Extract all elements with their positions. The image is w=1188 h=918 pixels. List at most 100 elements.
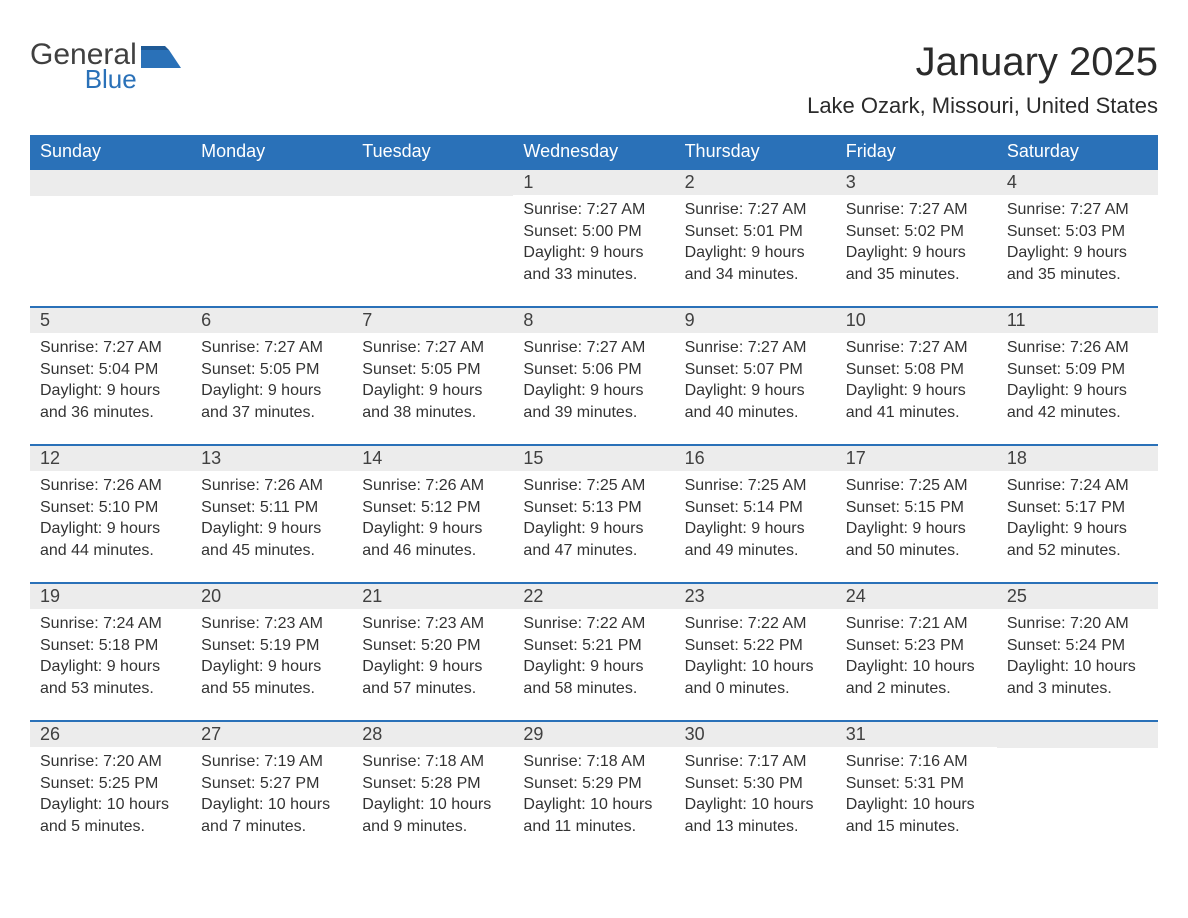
calendar-day-cell: 9 Sunrise: 7:27 AMSunset: 5:07 PMDaylight… [675, 307, 836, 445]
day-number: 1 [513, 170, 674, 195]
day-details: Sunrise: 7:20 AMSunset: 5:25 PMDaylight:… [30, 747, 191, 841]
day-detail-line: Sunrise: 7:25 AM [523, 475, 664, 497]
day-detail-line: Sunrise: 7:27 AM [523, 199, 664, 221]
day-detail-line: Sunset: 5:22 PM [685, 635, 826, 657]
calendar-day-cell: 11Sunrise: 7:26 AMSunset: 5:09 PMDayligh… [997, 307, 1158, 445]
day-details: Sunrise: 7:19 AMSunset: 5:27 PMDaylight:… [191, 747, 352, 841]
day-detail-line: Sunset: 5:27 PM [201, 773, 342, 795]
day-details: Sunrise: 7:27 AMSunset: 5:03 PMDaylight:… [997, 195, 1158, 289]
calendar-week-row: 5Sunrise: 7:27 AMSunset: 5:04 PMDaylight… [30, 307, 1158, 445]
day-detail-line: Sunrise: 7:16 AM [846, 751, 987, 773]
day-details [997, 748, 1158, 756]
day-number: 22 [513, 584, 674, 609]
day-detail-line: Sunrise: 7:17 AM [685, 751, 826, 773]
day-detail-line: Sunset: 5:00 PM [523, 221, 664, 243]
calendar-day-cell: 28Sunrise: 7:18 AMSunset: 5:28 PMDayligh… [352, 721, 513, 859]
calendar-day-cell: 10Sunrise: 7:27 AMSunset: 5:08 PMDayligh… [836, 307, 997, 445]
day-detail-line: Daylight: 9 hours and 46 minutes. [362, 518, 503, 561]
day-details [352, 196, 513, 204]
day-details: Sunrise: 7:27 AMSunset: 5:06 PMDaylight:… [513, 333, 674, 427]
day-number: 13 [191, 446, 352, 471]
day-details: Sunrise: 7:18 AMSunset: 5:29 PMDaylight:… [513, 747, 674, 841]
day-detail-line: Daylight: 10 hours and 9 minutes. [362, 794, 503, 837]
day-number: 14 [352, 446, 513, 471]
day-number [352, 170, 513, 196]
weekday-header: Wednesday [513, 135, 674, 169]
calendar-day-cell: 2Sunrise: 7:27 AMSunset: 5:01 PMDaylight… [675, 169, 836, 307]
calendar-day-cell: 12Sunrise: 7:26 AMSunset: 5:10 PMDayligh… [30, 445, 191, 583]
logo-text: General Blue [30, 40, 137, 92]
day-detail-line: Sunset: 5:05 PM [362, 359, 503, 381]
day-details: Sunrise: 7:20 AMSunset: 5:24 PMDaylight:… [997, 609, 1158, 703]
day-details [191, 196, 352, 204]
day-details: Sunrise: 7:25 AMSunset: 5:15 PMDaylight:… [836, 471, 997, 565]
day-details: Sunrise: 7:23 AMSunset: 5:19 PMDaylight:… [191, 609, 352, 703]
day-number: 2 [675, 170, 836, 195]
day-detail-line: Sunset: 5:25 PM [40, 773, 181, 795]
weekday-header: Friday [836, 135, 997, 169]
day-details: Sunrise: 7:27 AMSunset: 5:05 PMDaylight:… [352, 333, 513, 427]
day-details: Sunrise: 7:17 AMSunset: 5:30 PMDaylight:… [675, 747, 836, 841]
day-number: 15 [513, 446, 674, 471]
day-detail-line: Sunrise: 7:27 AM [685, 337, 826, 359]
calendar-day-cell: 5Sunrise: 7:27 AMSunset: 5:04 PMDaylight… [30, 307, 191, 445]
day-number: 21 [352, 584, 513, 609]
day-number: 30 [675, 722, 836, 747]
day-detail-line: Daylight: 10 hours and 2 minutes. [846, 656, 987, 699]
flag-icon [141, 46, 181, 68]
day-detail-line: Daylight: 9 hours and 35 minutes. [846, 242, 987, 285]
day-detail-line: Sunset: 5:09 PM [1007, 359, 1148, 381]
day-number: 9 [675, 308, 836, 333]
day-detail-line: Daylight: 9 hours and 38 minutes. [362, 380, 503, 423]
header-region: General Blue January 2025 Lake Ozark, Mi… [30, 40, 1158, 127]
day-detail-line: Sunset: 5:21 PM [523, 635, 664, 657]
day-number: 4 [997, 170, 1158, 195]
calendar-day-cell: 13Sunrise: 7:26 AMSunset: 5:11 PMDayligh… [191, 445, 352, 583]
day-details: Sunrise: 7:16 AMSunset: 5:31 PMDaylight:… [836, 747, 997, 841]
weekday-header: Tuesday [352, 135, 513, 169]
day-detail-line: Sunrise: 7:25 AM [846, 475, 987, 497]
day-details: Sunrise: 7:26 AMSunset: 5:11 PMDaylight:… [191, 471, 352, 565]
day-detail-line: Sunset: 5:11 PM [201, 497, 342, 519]
day-number: 6 [191, 308, 352, 333]
day-detail-line: Daylight: 10 hours and 5 minutes. [40, 794, 181, 837]
day-detail-line: Sunset: 5:18 PM [40, 635, 181, 657]
calendar-day-cell: 24Sunrise: 7:21 AMSunset: 5:23 PMDayligh… [836, 583, 997, 721]
day-detail-line: Sunrise: 7:27 AM [846, 199, 987, 221]
day-detail-line: Sunrise: 7:24 AM [40, 613, 181, 635]
calendar-day-cell [30, 169, 191, 307]
day-detail-line: Sunset: 5:19 PM [201, 635, 342, 657]
calendar-day-cell: 27Sunrise: 7:19 AMSunset: 5:27 PMDayligh… [191, 721, 352, 859]
day-number: 19 [30, 584, 191, 609]
day-details: Sunrise: 7:27 AMSunset: 5:04 PMDaylight:… [30, 333, 191, 427]
day-detail-line: Sunset: 5:03 PM [1007, 221, 1148, 243]
day-detail-line: Sunrise: 7:27 AM [523, 337, 664, 359]
day-detail-line: Daylight: 9 hours and 40 minutes. [685, 380, 826, 423]
day-detail-line: Sunset: 5:04 PM [40, 359, 181, 381]
day-detail-line: Sunset: 5:20 PM [362, 635, 503, 657]
day-detail-line: Sunrise: 7:25 AM [685, 475, 826, 497]
day-detail-line: Sunrise: 7:20 AM [40, 751, 181, 773]
day-detail-line: Sunrise: 7:27 AM [846, 337, 987, 359]
day-detail-line: Daylight: 10 hours and 15 minutes. [846, 794, 987, 837]
day-details: Sunrise: 7:25 AMSunset: 5:14 PMDaylight:… [675, 471, 836, 565]
calendar-day-cell: 25Sunrise: 7:20 AMSunset: 5:24 PMDayligh… [997, 583, 1158, 721]
day-detail-line: Sunset: 5:06 PM [523, 359, 664, 381]
day-detail-line: Sunrise: 7:24 AM [1007, 475, 1148, 497]
day-detail-line: Sunset: 5:07 PM [685, 359, 826, 381]
location-label: Lake Ozark, Missouri, United States [807, 93, 1158, 119]
day-details: Sunrise: 7:26 AMSunset: 5:09 PMDaylight:… [997, 333, 1158, 427]
day-number: 11 [997, 308, 1158, 333]
day-details: Sunrise: 7:26 AMSunset: 5:12 PMDaylight:… [352, 471, 513, 565]
day-detail-line: Sunrise: 7:27 AM [1007, 199, 1148, 221]
calendar-day-cell: 26Sunrise: 7:20 AMSunset: 5:25 PMDayligh… [30, 721, 191, 859]
day-details: Sunrise: 7:27 AMSunset: 5:02 PMDaylight:… [836, 195, 997, 289]
weekday-header: Monday [191, 135, 352, 169]
day-number: 5 [30, 308, 191, 333]
calendar-day-cell: 4Sunrise: 7:27 AMSunset: 5:03 PMDaylight… [997, 169, 1158, 307]
calendar-day-cell: 30Sunrise: 7:17 AMSunset: 5:30 PMDayligh… [675, 721, 836, 859]
day-detail-line: Sunrise: 7:27 AM [362, 337, 503, 359]
logo: General Blue [30, 40, 181, 92]
day-number: 20 [191, 584, 352, 609]
day-details: Sunrise: 7:26 AMSunset: 5:10 PMDaylight:… [30, 471, 191, 565]
